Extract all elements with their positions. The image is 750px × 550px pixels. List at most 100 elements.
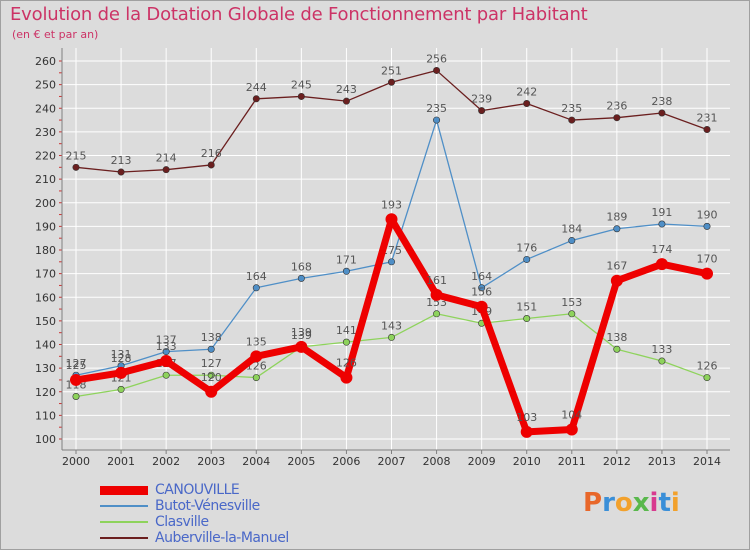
legend-item-canouville: CANOUVILLE xyxy=(100,482,289,498)
x-tick-label: 2002 xyxy=(152,455,180,468)
data-point xyxy=(568,116,576,124)
proxiti-logo[interactable]: Proxiti xyxy=(583,488,680,518)
data-label: 245 xyxy=(291,78,312,91)
data-label: 168 xyxy=(291,260,312,273)
y-tick-label: 170 xyxy=(35,268,56,281)
data-label: 170 xyxy=(697,253,718,266)
legend-swatch-canouville xyxy=(100,485,148,495)
data-point xyxy=(295,340,308,353)
legend-label: CANOUVILLE xyxy=(155,482,240,498)
data-label: 135 xyxy=(246,335,267,348)
data-label: 238 xyxy=(651,95,672,108)
data-point xyxy=(433,310,441,318)
data-point xyxy=(433,116,441,124)
data-point xyxy=(252,284,260,292)
data-point xyxy=(205,385,218,398)
data-point xyxy=(703,126,711,134)
data-label: 133 xyxy=(156,340,177,353)
x-tick-label: 2011 xyxy=(558,455,586,468)
data-point xyxy=(613,345,621,353)
data-point xyxy=(478,284,486,292)
legend-item-butot-venesville: Butot-Vénesville xyxy=(100,498,289,514)
data-label: 125 xyxy=(66,359,87,372)
x-tick-label: 2006 xyxy=(332,455,360,468)
data-label: 126 xyxy=(697,360,718,373)
y-tick-label: 250 xyxy=(35,79,56,92)
data-point xyxy=(207,161,215,169)
data-label: 138 xyxy=(201,331,222,344)
data-label: 214 xyxy=(156,152,177,165)
x-tick-label: 2008 xyxy=(423,455,451,468)
data-label: 235 xyxy=(561,102,582,115)
data-point xyxy=(523,255,531,263)
data-label: 235 xyxy=(426,102,447,115)
y-tick-label: 150 xyxy=(35,315,56,328)
y-tick-label: 110 xyxy=(35,409,56,422)
logo-letter: x xyxy=(632,488,650,518)
data-point xyxy=(207,371,215,379)
data-label: 244 xyxy=(246,81,267,94)
data-point xyxy=(478,107,486,115)
data-label: 213 xyxy=(111,154,132,167)
y-tick-label: 160 xyxy=(35,291,56,304)
legend-swatch-clasville xyxy=(100,521,148,523)
data-point xyxy=(568,237,576,245)
data-label: 231 xyxy=(697,112,718,125)
data-point xyxy=(701,267,713,280)
data-label: 243 xyxy=(336,83,357,96)
data-point xyxy=(523,315,531,323)
data-point xyxy=(70,373,82,386)
data-label: 193 xyxy=(381,198,402,211)
data-label: 215 xyxy=(66,149,87,162)
data-point xyxy=(72,163,80,171)
data-label: 256 xyxy=(426,52,447,65)
chart-subtitle: (en € et par an) xyxy=(12,28,99,41)
data-label: 138 xyxy=(606,331,627,344)
data-point xyxy=(387,258,395,266)
data-point xyxy=(340,371,353,384)
data-point xyxy=(387,333,395,341)
data-point xyxy=(475,300,488,313)
data-label: 190 xyxy=(697,208,718,221)
data-point xyxy=(610,274,623,287)
legend-swatch-auberville-la-manuel xyxy=(100,537,148,539)
x-tick-label: 2005 xyxy=(287,455,315,468)
data-point xyxy=(252,374,260,382)
data-point xyxy=(72,392,80,400)
data-point xyxy=(342,97,350,105)
data-point xyxy=(565,423,578,436)
legend-swatch-butot-venesville xyxy=(100,505,148,507)
x-tick-label: 2001 xyxy=(107,455,135,468)
data-point xyxy=(655,258,668,271)
data-label: 141 xyxy=(336,324,357,337)
y-tick-label: 180 xyxy=(35,244,56,257)
data-point xyxy=(160,355,173,368)
legend-label: Auberville-la-Manuel xyxy=(155,530,289,546)
data-label: 139 xyxy=(291,326,312,339)
y-tick-label: 120 xyxy=(35,386,56,399)
y-tick-label: 210 xyxy=(35,173,56,186)
data-label: 176 xyxy=(516,241,537,254)
y-tick-label: 130 xyxy=(35,362,56,375)
data-point xyxy=(703,374,711,382)
data-label: 216 xyxy=(201,147,222,160)
data-label: 139 xyxy=(291,329,312,342)
data-point xyxy=(342,338,350,346)
data-label: 239 xyxy=(471,93,492,106)
data-label: 161 xyxy=(426,274,447,287)
data-point xyxy=(658,109,666,117)
data-point xyxy=(385,213,398,226)
data-point xyxy=(162,166,170,174)
data-label: 171 xyxy=(336,253,357,266)
data-point xyxy=(520,425,533,438)
legend-label: Clasville xyxy=(155,514,209,530)
legend: CANOUVILLE Butot-Vénesville Clasville Au… xyxy=(100,482,289,546)
data-label: 184 xyxy=(561,223,582,236)
data-point xyxy=(523,100,531,108)
legend-item-clasville: Clasville xyxy=(100,514,289,530)
logo-letter: i xyxy=(649,488,659,518)
x-tick-label: 2013 xyxy=(648,455,676,468)
data-point xyxy=(613,114,621,122)
data-point xyxy=(658,357,666,365)
